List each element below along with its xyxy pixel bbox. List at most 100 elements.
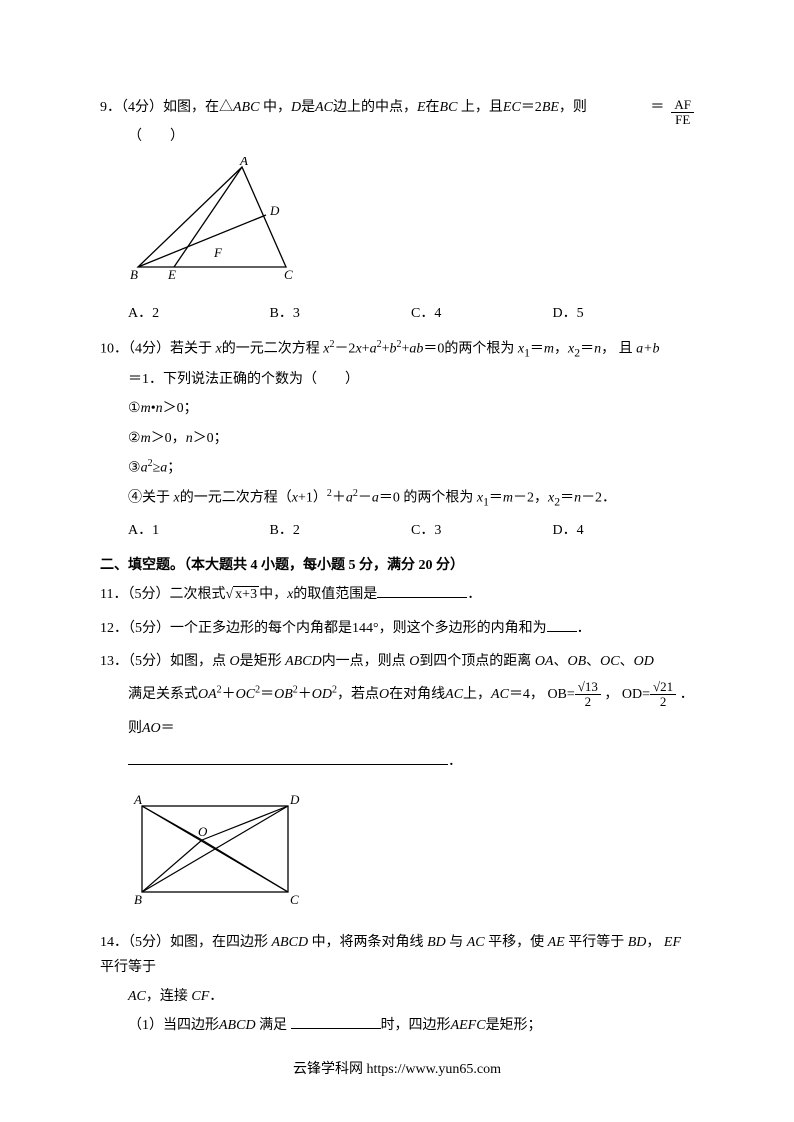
q10-points: （4分）: [128, 341, 170, 356]
label-B: B: [130, 267, 138, 282]
q10-i1p: ①: [128, 401, 141, 416]
q10-eqm1: ＝: [530, 341, 544, 356]
q13-odeq: OD=: [622, 687, 650, 702]
q9-t8: ，则: [559, 100, 587, 115]
q11-t3: 的取值范围是: [293, 587, 377, 602]
q10-opt-b: B．2: [270, 518, 412, 543]
q9-frac-den: FE: [671, 113, 694, 127]
q10-t2: 的一元二次方程: [222, 341, 324, 356]
q13-obeq: OB=: [547, 687, 574, 702]
q14-l1b: 中，将两条对角线: [308, 935, 427, 950]
q10-options: A．1 B．2 C．3 D．4: [100, 518, 694, 543]
q10-line2: ＝1．下列说法正确的个数为（ ）: [100, 367, 694, 392]
q9-eq: ＝: [650, 100, 664, 115]
q14-blank: [291, 1013, 381, 1029]
q13-s1: 、: [553, 654, 567, 669]
q13-number: 13．: [100, 654, 128, 669]
q13-line1: 13．（5分）如图，点 O是矩形 ABCD内一点，则点 O到四个顶点的距离 OA…: [100, 649, 694, 674]
q14-l2a: ，连接: [146, 989, 192, 1004]
q10-i4mid: 的一元二次方程（: [180, 490, 292, 505]
q14-number: 14．: [100, 935, 128, 950]
q13-l1d: 到四个顶点的距离: [419, 654, 535, 669]
q9-abc: ABC: [233, 100, 259, 115]
q10-and: ， 且: [601, 341, 636, 356]
q9-t2: 中，: [259, 100, 291, 115]
q13-oc: OC: [600, 654, 619, 669]
q14-ae: AE: [548, 935, 565, 950]
q13-o: O: [230, 654, 240, 669]
q10-item3: ③a2≥a；: [100, 455, 694, 481]
q13-ob-frac: √132: [575, 680, 601, 710]
q9-text: 9．（4分）如图，在△ABC 中，D是AC边上的中点，E在BC 上，且EC＝2B…: [100, 95, 694, 120]
section-2-header: 二、填空题。（本大题共 4 小题，每小题 5 分，满分 20 分）: [100, 553, 694, 578]
q13-l2b2: ＋: [298, 687, 312, 702]
q13-l1c: 内一点，则点: [322, 654, 410, 669]
q13-l2c1: ＝: [260, 687, 274, 702]
q14-l2b: ．: [209, 989, 223, 1004]
q10-i3p: ③: [128, 460, 141, 475]
q13-l2e: 在对角线: [389, 687, 445, 702]
q13-blank: [128, 749, 448, 765]
q9-number: 9．: [100, 100, 121, 115]
q11-blank: [377, 582, 467, 598]
q10-opt-c: C．3: [411, 518, 553, 543]
q14-l1c: 与: [446, 935, 467, 950]
label-F: F: [213, 245, 223, 260]
label-E: E: [167, 267, 176, 282]
q14-ac2: AC: [128, 989, 146, 1004]
q13-ac: AC: [445, 687, 463, 702]
q13-o3: O: [379, 687, 389, 702]
q13-ob: OB: [567, 654, 586, 669]
q13-period: ．: [448, 754, 462, 769]
q9-ec: EC: [503, 100, 521, 115]
q12-text: 一个正多边形的每个内角都是144°，则这个多边形的内角和为: [170, 621, 547, 636]
q13-l1b: 是矩形: [240, 654, 286, 669]
q13-l1a: 如图，点: [170, 654, 230, 669]
q11-t2: 中，: [259, 587, 287, 602]
q10-e3: ＝0的两个根为: [423, 341, 518, 356]
q14-points: （5分）: [128, 935, 170, 950]
q13-points: （5分）: [128, 654, 170, 669]
q13-odden: 2: [650, 695, 676, 709]
q14-s1d: 是矩形；: [486, 1018, 542, 1033]
q10-i2m: m: [141, 431, 151, 446]
label-A: A: [239, 157, 248, 168]
rectangle-diagram: A D B C O: [128, 792, 308, 912]
q14-aefc: AEFC: [451, 1018, 486, 1033]
q10-i1post: ＞0；: [163, 401, 198, 416]
q9-e: E: [417, 100, 426, 115]
q12-number: 12．: [100, 621, 128, 636]
q9-t7: ＝2: [521, 100, 542, 115]
q14-l1d: 平移，使: [485, 935, 548, 950]
q10-i4p1: +1）: [298, 490, 327, 505]
q14-line2: AC，连接 CF．: [100, 984, 694, 1009]
q14-s1c: 时，四边形: [381, 1018, 451, 1033]
label-A: A: [133, 792, 142, 807]
q10-i4m: －: [358, 490, 372, 505]
question-11: 11．（5分）二次根式x+3中，x的取值范围是．: [100, 582, 694, 607]
q10-opt-d: D．4: [553, 518, 695, 543]
label-D: D: [289, 792, 300, 807]
q13-l2g: ＝4，: [509, 687, 544, 702]
q10-line1: 10．（4分）若关于 x的一元二次方程 x2－2x+a2+b2+ab＝0的两个根…: [100, 336, 694, 363]
q10-e1: －2: [334, 341, 355, 356]
question-12: 12．（5分）一个正多边形的每个内角都是144°，则这个多边形的内角和为．: [100, 616, 694, 641]
q14-ef: EF: [664, 935, 681, 950]
q10-i4p2: ＋: [332, 490, 346, 505]
q13-blank-line: ．: [100, 749, 694, 774]
q14-sub1: （1）当四边形ABCD 满足 时，四边形AEFC是矩形；: [100, 1013, 694, 1038]
question-10: 10．（4分）若关于 x的一元二次方程 x2－2x+a2+b2+ab＝0的两个根…: [100, 336, 694, 544]
q10-t1: 若关于: [170, 341, 216, 356]
q10-i3a: a: [141, 460, 148, 475]
q14-bd: BD: [427, 935, 446, 950]
q14-s1b: 满足: [256, 1018, 291, 1033]
q10-c1: ，: [554, 341, 568, 356]
q10-item1: ①m•n＞0；: [100, 396, 694, 421]
q14-l1e: 平行等于: [565, 935, 628, 950]
q9-be: BE: [542, 100, 559, 115]
q9-t5: 在: [426, 100, 440, 115]
q10-eqm2: ＝: [580, 341, 594, 356]
q9-options: A．2 B．3 C．4 D．5: [100, 301, 694, 326]
q9-t3: 是: [301, 100, 315, 115]
q9-d: D: [291, 100, 301, 115]
